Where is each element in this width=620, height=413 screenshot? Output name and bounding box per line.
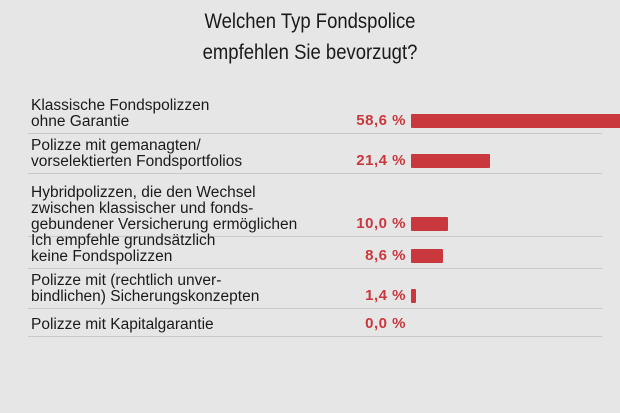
category-label-line: Polizze mit (rechtlich unver- xyxy=(31,272,222,289)
category-label-line: Hybridpolizzen, die den Wechsel xyxy=(31,184,256,201)
category-label-line: gebundener Versicherung ermöglichen xyxy=(31,216,298,233)
bar xyxy=(411,217,448,231)
category-label-line: bindlichen) Sicherungskonzepten xyxy=(31,288,260,305)
bar xyxy=(411,289,417,303)
category-label-line: Polizze mit gemanagten/ xyxy=(31,137,201,154)
category-label: Hybridpolizzen, die den Wechsel zwischen … xyxy=(31,185,297,233)
value-label: 10,0 % xyxy=(356,215,406,232)
value-label: 21,4 % xyxy=(356,152,406,169)
category-label-line: zwischen klassischer und fonds- xyxy=(31,200,254,217)
chart-row: Polizze mit Kapitalgarantie 0,0 % xyxy=(28,310,602,337)
value-label: 0,0 % xyxy=(365,315,406,332)
category-label-line: Polizze mit Kapitalgarantie xyxy=(31,316,214,333)
category-label-line: ohne Garantie xyxy=(31,113,130,130)
value-label: 8,6 % xyxy=(365,247,406,264)
category-label-line: vorselektierten Fondsportfolios xyxy=(31,153,243,170)
chart-row: Hybridpolizzen, die den Wechsel zwischen … xyxy=(28,175,602,237)
chart-title-line-1: Welchen Typ Fondspolice xyxy=(204,10,416,33)
category-label: Polizze mit gemanagten/vorselektierten F… xyxy=(31,138,242,170)
value-label: 58,6 % xyxy=(356,112,406,129)
chart-title-line-2: empfehlen Sie bevorzugt? xyxy=(202,41,418,64)
category-label: Ich empfehle grundsätzlich keine Fondspol… xyxy=(31,233,215,265)
category-label: Klassische Fondspolizzen ohne Garantie xyxy=(31,98,209,130)
chart-title: Welchen Typ Fondspolice empfehlen Sie be… xyxy=(37,6,583,68)
chart-row: Polizze mit gemanagten/vorselektierten F… xyxy=(28,135,602,174)
chart-row: Ich empfehle grundsätzlich keine Fondspol… xyxy=(28,233,602,269)
bar xyxy=(411,154,490,168)
bar xyxy=(411,249,443,263)
value-label: 1,4 % xyxy=(365,287,406,304)
category-label-line: Ich empfehle grundsätzlich xyxy=(31,232,216,249)
category-label-line: keine Fondspolizzen xyxy=(31,248,173,265)
category-label: Polizze mit (rechtlich unver-bindlichen)… xyxy=(31,273,259,305)
chart-row: Klassische Fondspolizzen ohne Garantie 58,… xyxy=(28,98,620,134)
category-label-line: Klassische Fondspolizzen xyxy=(31,97,210,114)
chart-row: Polizze mit (rechtlich unver-bindlichen)… xyxy=(28,270,602,309)
bar xyxy=(411,114,620,128)
category-label: Polizze mit Kapitalgarantie xyxy=(31,317,214,333)
